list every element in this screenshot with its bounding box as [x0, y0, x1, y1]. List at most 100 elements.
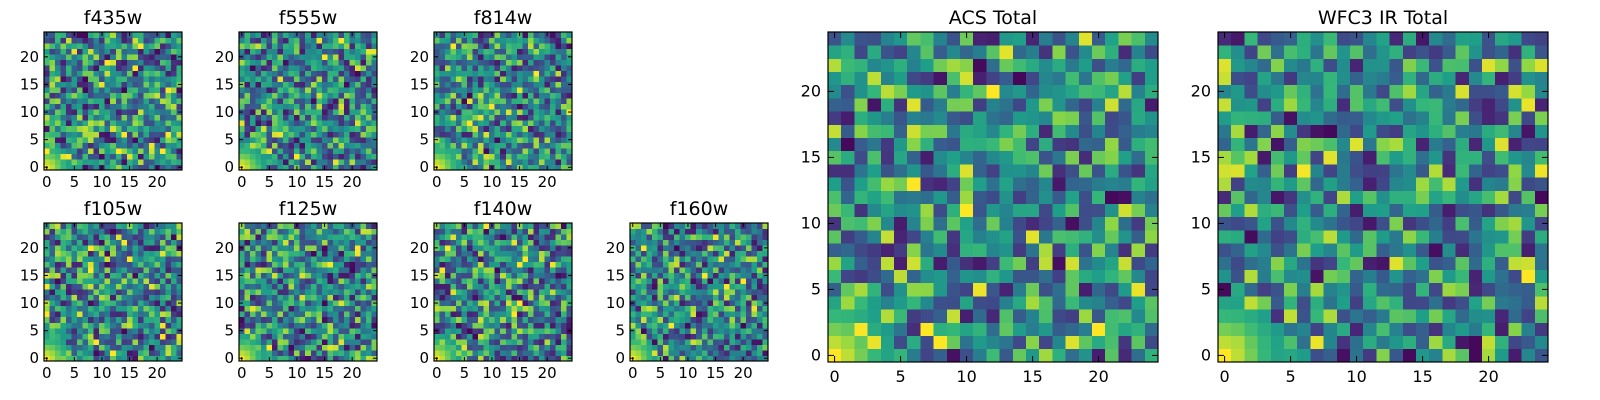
heatmap-cell — [77, 164, 84, 171]
heatmap-cell — [44, 76, 50, 83]
heatmap-cell — [71, 305, 78, 312]
heatmap-cell — [690, 267, 697, 274]
heatmap-cell — [973, 309, 987, 323]
heatmap-cell — [1039, 177, 1053, 191]
heatmap-cell — [630, 283, 636, 290]
heatmap-cell — [555, 261, 562, 268]
heatmap-cell — [685, 333, 692, 340]
heatmap-cell — [527, 322, 534, 329]
heatmap-cell — [522, 59, 529, 66]
heatmap-cell — [762, 344, 769, 351]
heatmap-cell — [327, 349, 334, 356]
heatmap-cell — [657, 333, 664, 340]
heatmap-cell — [154, 59, 161, 66]
heatmap-cell — [93, 120, 100, 127]
heatmap-cell — [461, 81, 468, 88]
heatmap-cell — [77, 333, 84, 340]
heatmap-cell — [511, 142, 518, 149]
heatmap-cell — [55, 92, 61, 99]
heatmap-cell — [1012, 335, 1027, 350]
heatmap-cell — [288, 327, 295, 334]
heatmap-cell — [646, 234, 653, 240]
heatmap-cell — [44, 228, 50, 235]
heatmap-cell — [973, 190, 987, 204]
heatmap-cell — [740, 327, 747, 334]
heatmap-cell — [60, 261, 67, 268]
heatmap-cell — [332, 305, 339, 312]
heatmap-cell — [762, 223, 769, 229]
heatmap-cell — [690, 272, 697, 279]
heatmap-cell — [49, 289, 56, 296]
heatmap-cell — [349, 250, 356, 257]
heatmap-cell — [321, 65, 328, 72]
heatmap-cell — [461, 125, 468, 132]
heatmap-cell — [349, 234, 356, 240]
heatmap-cell — [49, 103, 56, 110]
heatmap-cell — [445, 153, 451, 160]
heatmap-cell — [920, 309, 934, 323]
heatmap-cell — [756, 322, 763, 329]
heatmap-cell — [549, 300, 556, 307]
heatmap-cell — [478, 245, 485, 251]
heatmap-cell — [522, 87, 529, 94]
heatmap-cell — [894, 203, 908, 218]
heatmap-cell — [354, 283, 361, 290]
heatmap-cell — [472, 70, 479, 77]
heatmap-cell — [266, 158, 273, 165]
heatmap-cell — [439, 322, 446, 329]
heatmap-cell — [343, 98, 350, 105]
heatmap-cell — [143, 65, 150, 72]
heatmap-cell — [332, 327, 339, 334]
heatmap-cell — [343, 70, 350, 77]
heatmap-cell — [299, 278, 306, 285]
heatmap-cell — [646, 278, 653, 285]
heatmap-cell — [511, 103, 518, 110]
heatmap-cell — [305, 327, 312, 334]
heatmap-cell — [272, 272, 279, 279]
heatmap-cell — [500, 300, 507, 307]
heatmap-cell — [646, 267, 653, 274]
y-tick-label: 15 — [20, 75, 39, 93]
heatmap-cell — [467, 98, 474, 105]
heatmap-cell — [360, 103, 367, 110]
heatmap-cell — [505, 344, 512, 351]
heatmap-cell — [472, 344, 479, 351]
heatmap-cell — [266, 109, 273, 116]
heatmap-cell — [310, 158, 317, 165]
heatmap-cell — [310, 283, 317, 290]
heatmap-cell — [143, 344, 150, 351]
heatmap-cell — [165, 65, 172, 72]
heatmap-cell — [450, 278, 457, 285]
heatmap-cell — [478, 164, 485, 171]
heatmap-cell — [555, 125, 562, 132]
heatmap-cell — [1026, 282, 1040, 297]
heatmap-cell — [516, 76, 523, 83]
heatmap-cell — [467, 349, 474, 356]
heatmap-cell — [165, 109, 172, 116]
heatmap-cell — [305, 59, 312, 66]
heatmap-cell — [66, 333, 72, 340]
heatmap-cell — [751, 294, 758, 301]
heatmap-cell — [756, 278, 763, 285]
heatmap-cell — [1052, 243, 1066, 257]
heatmap-cell — [907, 282, 921, 297]
heatmap-cell — [104, 278, 111, 285]
heatmap-cell — [121, 109, 128, 116]
heatmap-cell — [66, 70, 72, 77]
heatmap-cell — [549, 43, 556, 49]
heatmap-cell — [505, 164, 512, 171]
heatmap-cell — [555, 103, 562, 110]
heatmap-cell — [751, 355, 758, 362]
heatmap-cell — [657, 256, 664, 263]
heatmap-cell — [288, 278, 295, 285]
heatmap-cell — [1065, 282, 1080, 297]
heatmap-cell — [143, 164, 150, 171]
heatmap-cell — [154, 98, 161, 105]
heatmap-cell — [920, 230, 934, 244]
heatmap-cell — [60, 278, 67, 285]
heatmap-cell — [343, 109, 350, 116]
heatmap-cell — [332, 92, 339, 99]
heatmap-cell — [49, 316, 56, 323]
heatmap-cell — [88, 59, 95, 66]
heatmap-cell — [729, 344, 736, 351]
